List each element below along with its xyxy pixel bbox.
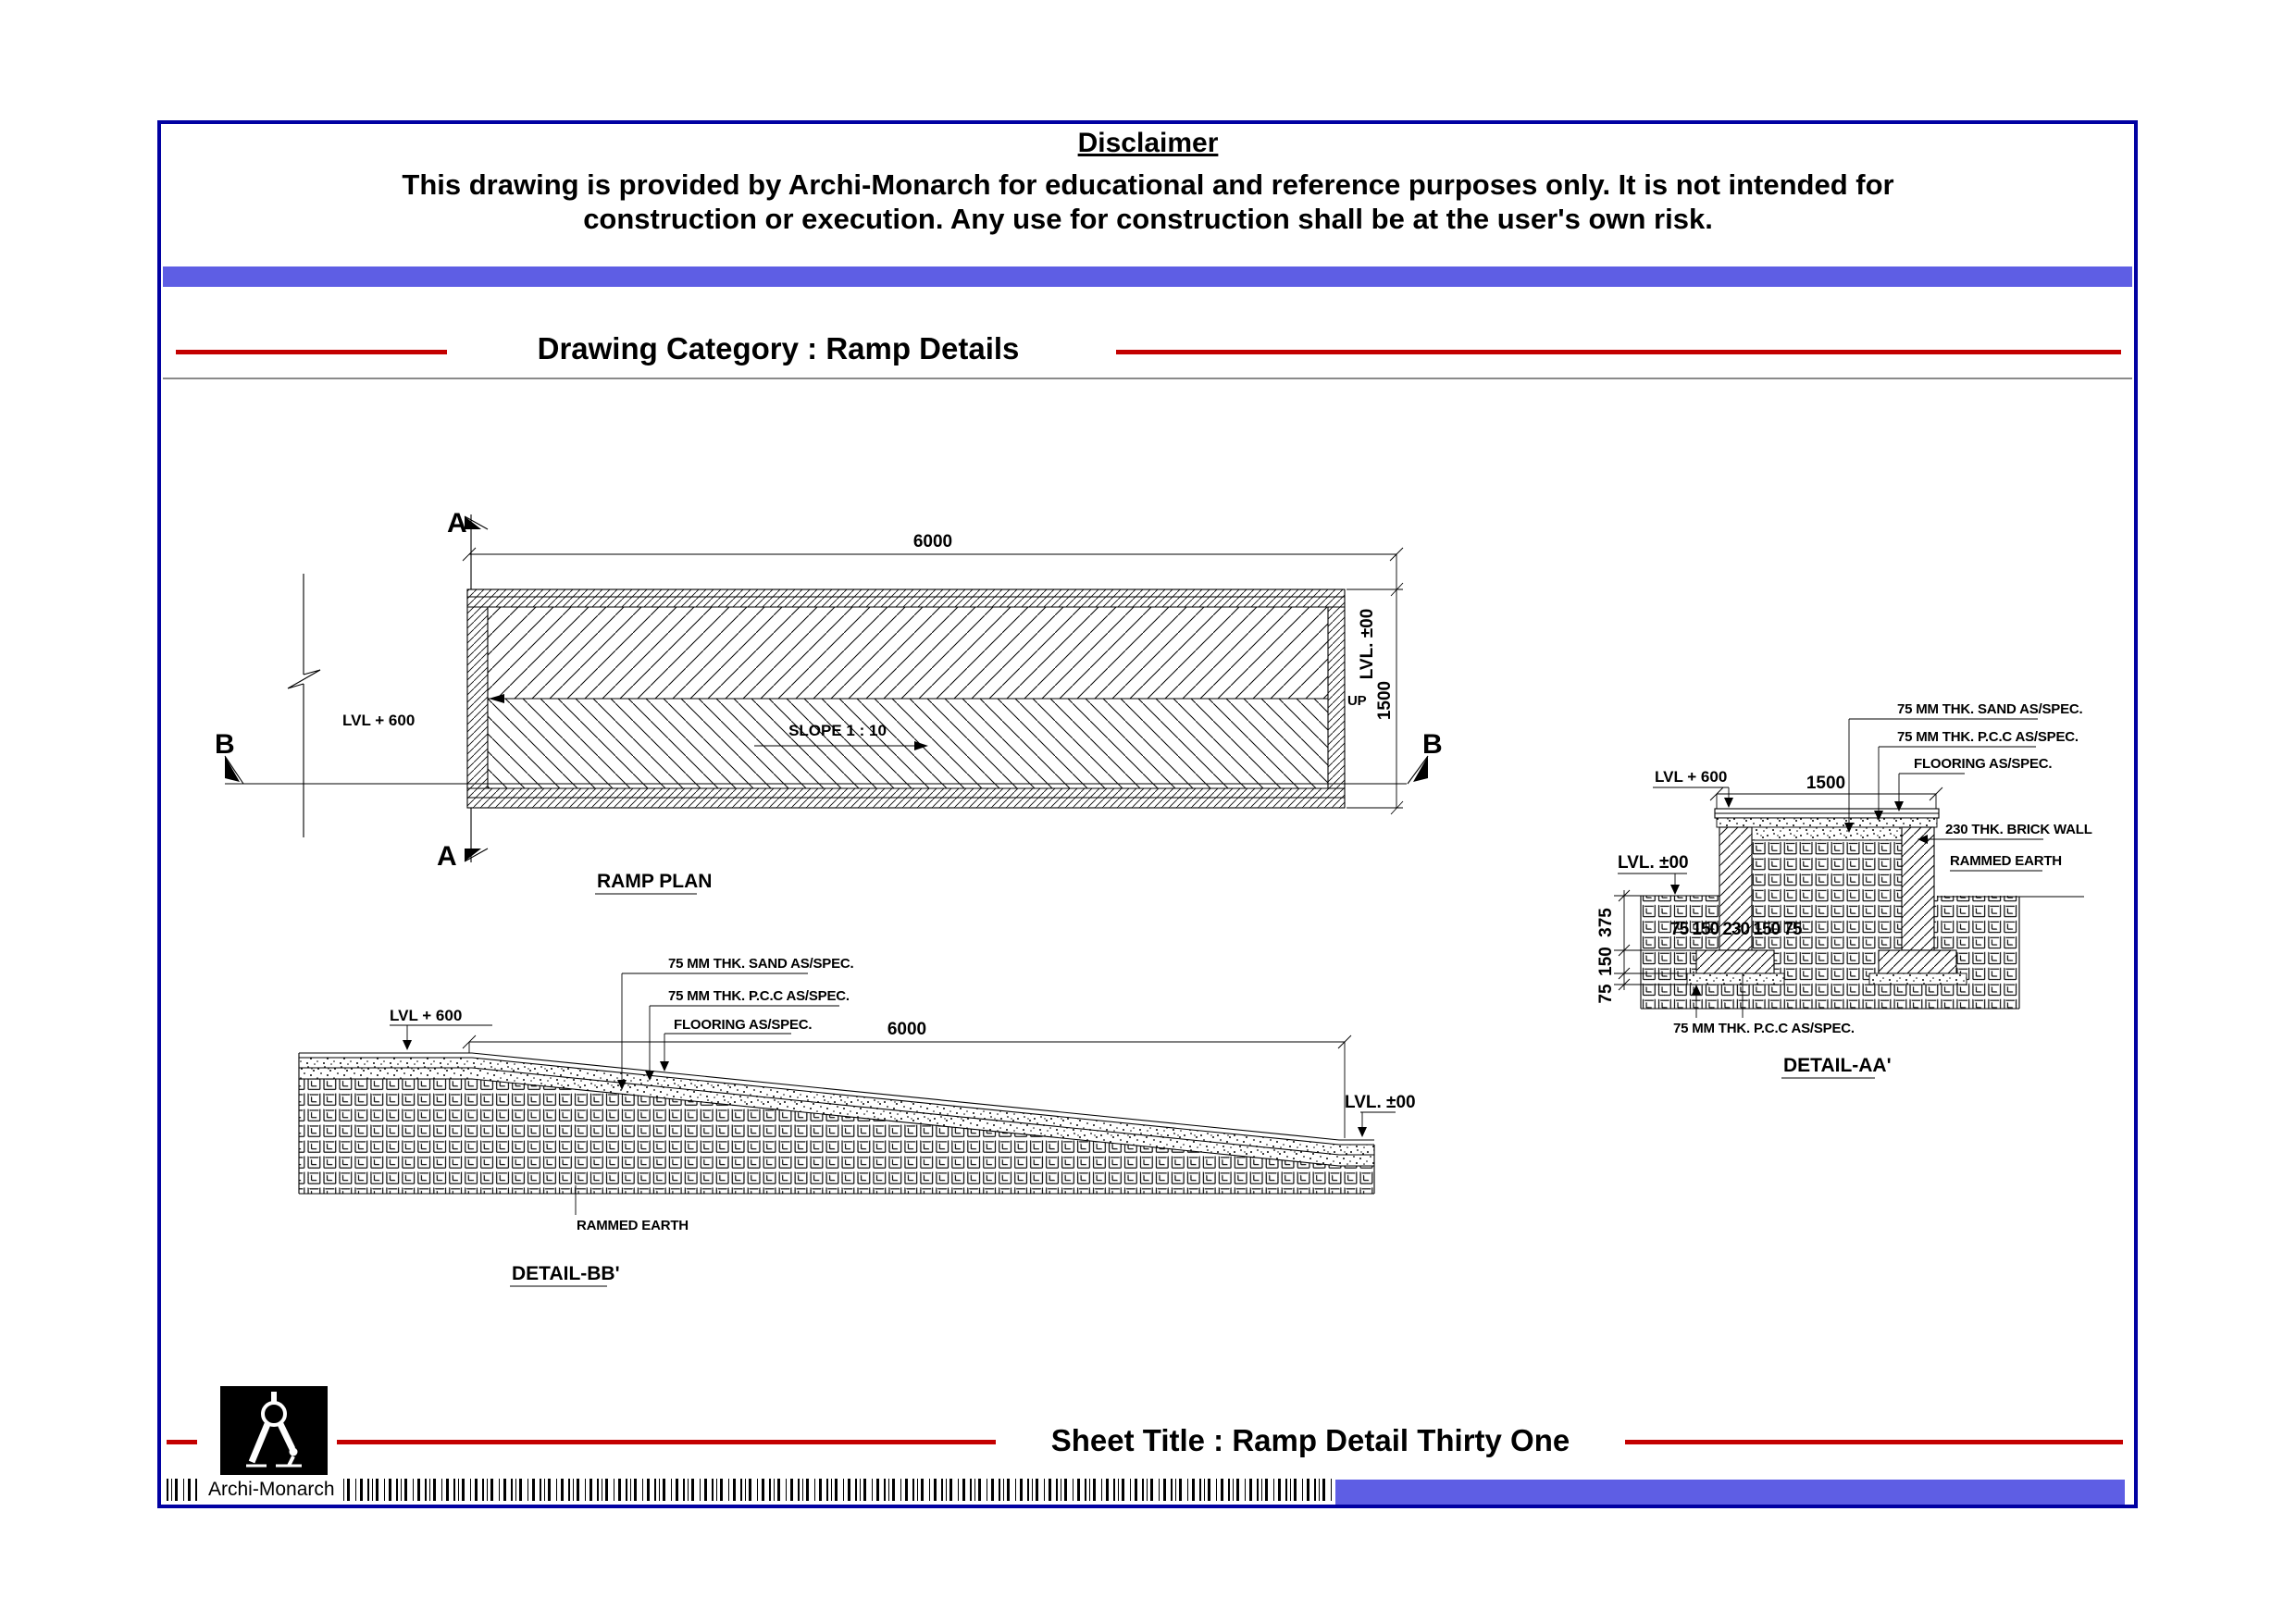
footer-rule-dash (167, 1440, 197, 1444)
aa-rammed-earth-label: RAMMED EARTH (1950, 853, 2062, 869)
plan-slope-label: SLOPE 1 : 10 (788, 722, 887, 739)
plan-up-label: UP (1347, 693, 1367, 709)
aa-footing-dims: 75 150 230 150 75 (1670, 920, 1803, 939)
ramp-plan-drawing: 6000 1500 LVL. ±00 LVL + 600 SLOPE 1 : 1… (215, 508, 1443, 895)
plan-lvl-600-label: LVL + 600 (342, 712, 415, 729)
sheet-border (157, 120, 2138, 1508)
aa-dim-75: 75 (1596, 984, 1616, 1004)
aa-flooring-label: FLOORING AS/SPEC. (1914, 756, 2052, 772)
bb-pcc-label: 75 MM THK. P.C.C AS/SPEC. (668, 988, 850, 1004)
aa-pcc-label: 75 MM THK. P.C.C AS/SPEC. (1897, 729, 2079, 745)
category-rule-right (1116, 350, 2121, 354)
detail-bb-title: DETAIL-BB' (512, 1263, 620, 1284)
aa-dim-375: 375 (1596, 908, 1616, 937)
section-marker-b-right: B (1422, 729, 1443, 760)
header-blue-bar (163, 266, 2132, 287)
section-a-flag-icon (465, 849, 481, 861)
bb-sand-label: 75 MM THK. SAND AS/SPEC. (668, 956, 854, 972)
aa-lvl-600-label: LVL + 600 (1655, 768, 1727, 786)
drawing-category-title: Drawing Category : Ramp Details (537, 331, 1020, 365)
disclaimer-text-line1: This drawing is provided by Archi-Monarc… (402, 168, 1894, 201)
disclaimer-heading: Disclaimer (1077, 128, 1219, 158)
detail-aa-title: DETAIL-AA' (1783, 1055, 1892, 1076)
compass-icon (220, 1386, 328, 1475)
slope-arrowhead-icon (914, 741, 928, 750)
section-marker-a-top: A (447, 508, 467, 539)
bb-lvl-zero-label: LVL. ±00 (1345, 1093, 1416, 1112)
plan-width-dim: 1500 (1375, 681, 1395, 720)
aa-pcc-bottom-label: 75 MM THK. P.C.C AS/SPEC. (1673, 1021, 1855, 1036)
bb-flooring-label: FLOORING AS/SPEC. (674, 1017, 812, 1033)
footer-rule-left (337, 1440, 996, 1444)
aa-width-dim: 1500 (1806, 774, 1845, 793)
ramp-plan-title: RAMP PLAN (597, 871, 712, 892)
section-a-flag-icon (465, 516, 481, 529)
aa-brick-wall-label: 230 THK. BRICK WALL (1945, 822, 2092, 837)
archi-monarch-logo (220, 1386, 328, 1475)
bb-rammed-earth-label: RAMMED EARTH (577, 1218, 689, 1233)
up-arrowhead-icon (489, 694, 504, 703)
bb-length-dim: 6000 (887, 1020, 926, 1039)
detail-aa-drawing: LVL + 600 1500 LVL. ±00 75 MM THK. SAND … (1596, 701, 2092, 1079)
aa-sand-label: 75 MM THK. SAND AS/SPEC. (1897, 701, 2083, 717)
section-marker-a-bottom: A (437, 841, 457, 872)
disclaimer-text-line2: construction or execution. Any use for c… (583, 203, 1713, 235)
aa-dim-150: 150 (1596, 947, 1616, 976)
section-b-flag-icon (1413, 756, 1428, 782)
plan-lvl-zero-label: LVL. ±00 (1358, 609, 1377, 680)
footer-blue-bar (1335, 1480, 2125, 1505)
break-symbol-icon (287, 669, 321, 689)
bb-lvl-600-label: LVL + 600 (390, 1007, 462, 1024)
category-rule-left (176, 350, 447, 354)
brand-name: Archi-Monarch (200, 1477, 343, 1503)
section-b-flag-icon (225, 756, 240, 782)
footer-rule-right (1625, 1440, 2123, 1444)
sheet-title: Sheet Title : Ramp Detail Thirty One (1050, 1423, 1570, 1457)
plan-length-dim: 6000 (913, 532, 952, 551)
header-separator-line (163, 378, 2132, 379)
barcode: Archi-Monarch (167, 1477, 1334, 1503)
aa-lvl-zero-label: LVL. ±00 (1618, 853, 1689, 873)
detail-bb-drawing: 75 MM THK. SAND AS/SPEC. 75 MM THK. P.C.… (298, 956, 1416, 1287)
section-marker-b-left: B (215, 729, 235, 760)
